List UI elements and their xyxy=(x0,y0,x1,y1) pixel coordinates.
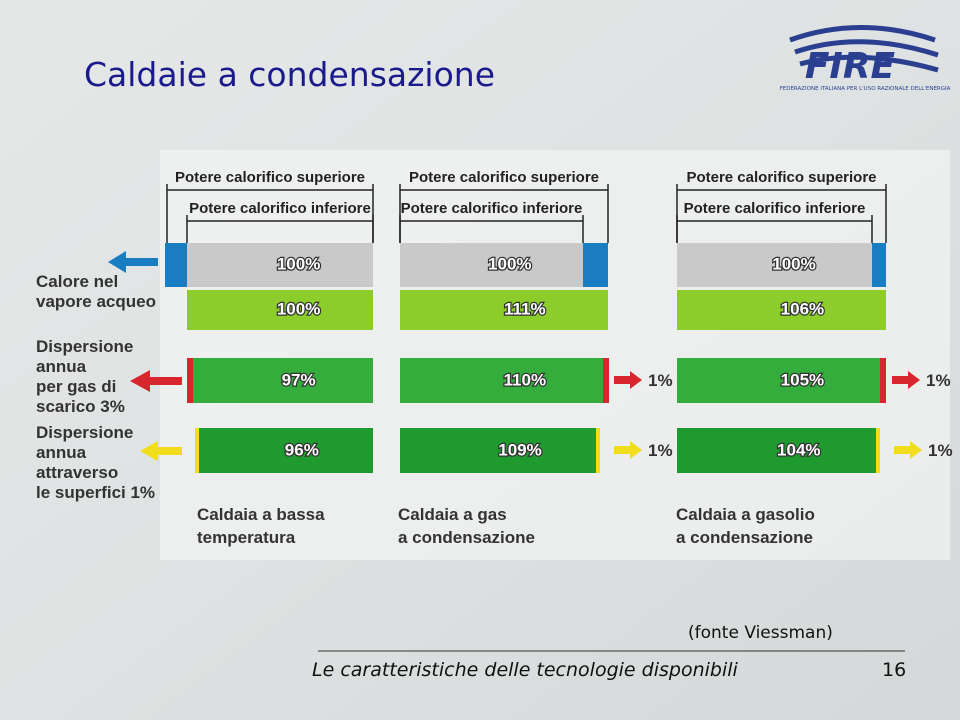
bar-label: 100% xyxy=(277,254,320,273)
loss-label: 1% xyxy=(926,371,951,390)
row-label: scarico 3% xyxy=(36,397,125,416)
logo-text: FIRE xyxy=(805,46,896,87)
latent-heat xyxy=(583,243,608,287)
loss-arrow xyxy=(614,441,642,459)
bar xyxy=(677,358,886,403)
row-label: per gas di xyxy=(36,377,116,396)
bracket-label: Potere calorifico superiore xyxy=(175,169,365,186)
bar-label: 100% xyxy=(772,254,815,273)
bar xyxy=(677,243,872,287)
row-label: annua xyxy=(36,443,87,462)
footer-text: Le caratteristiche delle tecnologie disp… xyxy=(312,659,739,681)
bar-label: 106% xyxy=(781,299,824,318)
row-label: annua xyxy=(36,357,87,376)
row-label: Dispersione xyxy=(36,337,133,356)
loss-label: 1% xyxy=(928,441,953,460)
loss-arrow xyxy=(892,371,920,389)
bar xyxy=(187,290,373,330)
column-caption: temperatura xyxy=(197,528,296,547)
latent-heat xyxy=(872,243,886,287)
source-note: (fonte Viessman) xyxy=(688,623,833,643)
bracket-label: Potere calorifico inferiore xyxy=(684,200,866,217)
bar-label: 109% xyxy=(498,440,541,459)
column-caption: a condensazione xyxy=(398,528,535,547)
row-label: attraverso xyxy=(36,463,118,482)
row-label: Calore nel xyxy=(36,272,118,291)
arrow xyxy=(130,370,182,392)
column: Potere calorifico superiore Potere calori… xyxy=(676,169,953,547)
row-label: le superfici 1% xyxy=(36,483,155,502)
latent-heat xyxy=(165,243,187,287)
slide-title: Caldaie a condensazione xyxy=(84,55,495,94)
bar xyxy=(187,358,373,403)
surface-loss xyxy=(195,428,199,473)
bar xyxy=(400,243,583,287)
row-label: vapore acqueo xyxy=(36,292,156,311)
column: Potere calorifico superiore Potere calori… xyxy=(398,169,673,547)
bar xyxy=(400,290,608,330)
bar-label: 105% xyxy=(781,370,824,389)
bracket-label: Potere calorifico superiore xyxy=(686,169,876,186)
bar-label: 100% xyxy=(277,299,320,318)
bar-label: 110% xyxy=(504,370,547,389)
bar xyxy=(400,428,600,473)
column: Potere calorifico superiore Potere calori… xyxy=(165,169,374,547)
bar-label: 100% xyxy=(488,254,531,273)
loss-label: 1% xyxy=(648,441,673,460)
loss-arrow xyxy=(614,371,642,389)
bar xyxy=(677,428,880,473)
column-caption: a condensazione xyxy=(676,528,813,547)
arrow xyxy=(140,441,182,461)
bar xyxy=(195,428,373,473)
arrow xyxy=(108,251,158,273)
flue-loss xyxy=(880,358,886,403)
bar-label: 96% xyxy=(285,440,319,459)
bracket-label: Potere calorifico superiore xyxy=(409,169,599,186)
logo: FIRE FEDERAZIONE ITALIANA PER L'USO RAZI… xyxy=(780,25,951,92)
surface-loss xyxy=(876,428,880,473)
bar-label: 104% xyxy=(777,440,820,459)
bar-label: 97% xyxy=(282,370,316,389)
flue-loss xyxy=(187,358,193,403)
bracket-label: Potere calorifico inferiore xyxy=(401,200,583,217)
column-caption: Caldaia a gas xyxy=(398,505,507,524)
bar xyxy=(677,290,886,330)
flue-loss xyxy=(603,358,609,403)
column-caption: Caldaia a bassa xyxy=(197,505,325,524)
row-arrows xyxy=(108,251,182,461)
loss-arrow xyxy=(894,441,922,459)
bar xyxy=(400,358,608,403)
logo-subtitle: FEDERAZIONE ITALIANA PER L'USO RAZIONALE… xyxy=(780,86,951,92)
surface-loss xyxy=(596,428,600,473)
page-number: 16 xyxy=(882,659,906,681)
bracket-label: Potere calorifico inferiore xyxy=(189,200,371,217)
bar-label: 111% xyxy=(504,299,546,318)
bar xyxy=(187,243,373,287)
column-caption: Caldaia a gasolio xyxy=(676,505,815,524)
diagram-panel xyxy=(160,150,950,560)
row-label: Dispersione xyxy=(36,423,133,442)
loss-label: 1% xyxy=(648,371,673,390)
